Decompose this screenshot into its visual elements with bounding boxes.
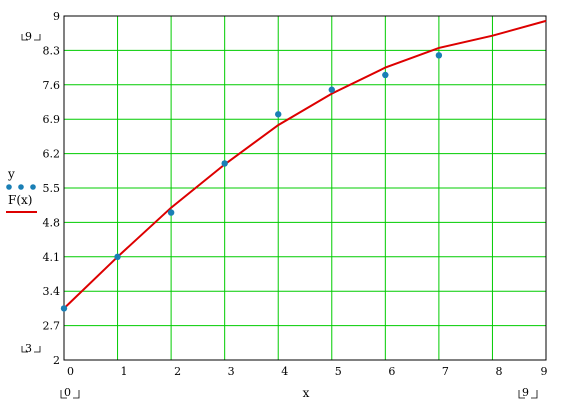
data-point-y [275,111,282,118]
x-tick-label: 8 [495,365,502,378]
y-tick-label: 6.9 [43,113,61,126]
y-min-bracket [21,346,41,353]
y-tick-label: 2 [53,354,60,367]
data-point-y [167,209,175,216]
y-tick-label: 8.3 [43,44,61,57]
x-tick-label: 2 [174,365,181,378]
y-tick-label: 3.4 [43,285,61,298]
plot-frame [63,15,547,361]
x-range-max-marker: 9 [522,386,529,399]
x-tick-label: 7 [442,365,449,378]
data-point-y [221,160,228,167]
grid-lines [63,15,547,361]
legend-y-label: y [7,167,15,181]
y-range-max-marker: 9 [25,30,32,43]
y-tick-label: 5.5 [43,182,61,195]
y-tick-labels: 2 2.7 3.4 4.1 4.8 5.5 6.2 6.9 7.6 8.3 9 [43,10,61,367]
x-tick-labels: 0 1 2 3 4 5 6 7 8 9 [67,365,548,378]
x-max-bracket [518,390,538,399]
series-line-fx [63,19,547,310]
y-tick-label: 2.7 [43,320,61,333]
x-range-min-marker: 0 [64,386,71,399]
data-point-y [114,253,121,260]
data-marks [60,19,547,312]
y-tick-label: 4.1 [43,251,61,264]
x-tick-label: 1 [121,365,128,378]
data-point-y [435,52,443,59]
legend-fx-label: F(x) [8,193,32,207]
x-axis-label: x [303,386,310,400]
x-tick-label: 4 [281,365,288,378]
data-point-y [382,71,389,79]
y-tick-label: 4.8 [43,216,61,229]
legend-points-swatch [6,184,36,190]
x-tick-label: 9 [541,365,548,378]
x-tick-label: 6 [388,365,395,378]
data-point-y [328,86,335,93]
x-tick-label: 5 [335,365,342,378]
y-range-min-marker: 3 [25,342,32,355]
data-point-y [60,305,68,312]
y-tick-label: 7.6 [43,79,61,92]
x-tick-label: 0 [67,365,74,378]
y-tick-label: 6.2 [43,148,61,161]
y-tick-label: 9 [53,10,60,23]
y-max-bracket [21,34,41,41]
x-min-bracket [60,390,80,399]
x-tick-label: 3 [228,365,235,378]
